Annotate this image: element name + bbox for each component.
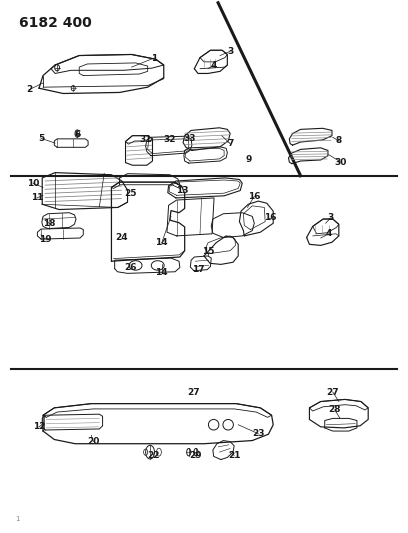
Text: 8: 8 [336, 136, 342, 146]
Text: 31: 31 [140, 135, 152, 144]
Text: 13: 13 [175, 185, 188, 195]
Text: 10: 10 [27, 179, 39, 188]
Text: 4: 4 [211, 61, 217, 69]
Text: 2: 2 [26, 85, 32, 94]
Text: 12: 12 [33, 422, 45, 431]
Text: 16: 16 [264, 214, 277, 222]
Text: 32: 32 [164, 135, 176, 144]
Text: 3: 3 [227, 47, 233, 56]
Text: 22: 22 [147, 451, 160, 460]
Text: 26: 26 [124, 263, 137, 272]
Text: 11: 11 [31, 193, 43, 203]
Text: 19: 19 [39, 235, 51, 244]
Text: 5: 5 [38, 134, 44, 143]
Text: 7: 7 [227, 139, 233, 148]
Text: 24: 24 [115, 233, 128, 242]
Text: 1: 1 [15, 516, 19, 522]
Text: 14: 14 [155, 238, 168, 247]
Text: 1: 1 [151, 54, 157, 63]
Text: 29: 29 [189, 451, 202, 460]
Text: 25: 25 [124, 189, 137, 198]
Text: 6182 400: 6182 400 [19, 16, 92, 30]
Text: 14: 14 [155, 268, 168, 277]
Text: 18: 18 [43, 219, 55, 228]
Text: 3: 3 [328, 214, 334, 222]
Text: 28: 28 [328, 406, 341, 415]
Text: 23: 23 [252, 429, 264, 438]
Text: 9: 9 [245, 155, 251, 164]
Text: 27: 27 [188, 387, 200, 397]
Text: 15: 15 [202, 247, 214, 256]
Text: 16: 16 [248, 192, 261, 201]
Text: 21: 21 [228, 451, 240, 460]
Text: 6: 6 [74, 130, 80, 139]
Text: 20: 20 [87, 437, 100, 446]
Text: 4: 4 [326, 229, 332, 238]
Text: 30: 30 [335, 158, 347, 167]
Text: 17: 17 [193, 265, 205, 273]
Text: 33: 33 [184, 134, 196, 143]
Text: 27: 27 [326, 387, 339, 397]
